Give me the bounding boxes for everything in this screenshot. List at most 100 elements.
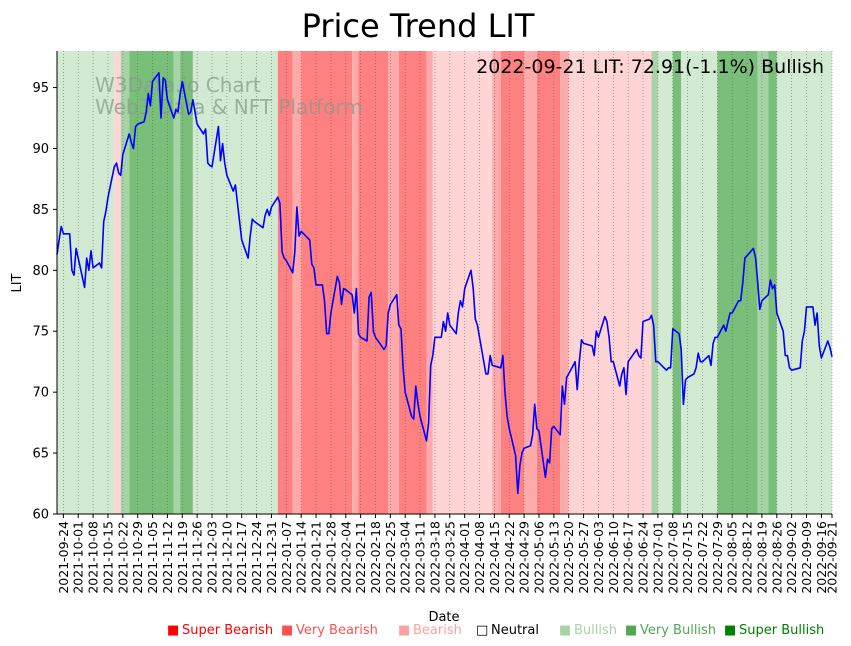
legend-item-very-bullish: ■ Very Bullish <box>625 623 716 638</box>
watermark-line-1: W3Data.io Chart <box>95 73 261 97</box>
legend-label: Neutral <box>491 623 539 638</box>
x-tick-label: 2022-08-26 <box>769 521 784 594</box>
x-tick-label: 2022-07-08 <box>665 521 680 594</box>
x-tick-label: 2022-01-14 <box>294 521 309 594</box>
sentiment-region-very-bearish <box>426 51 433 514</box>
sentiment-region-very-bearish <box>492 51 501 514</box>
x-tick-label: 2022-07-15 <box>680 521 695 594</box>
sentiment-region-very-bearish <box>524 51 537 514</box>
x-tick-label: 2022-07-01 <box>650 521 665 594</box>
sentiment-region-very-bearish <box>292 51 302 514</box>
x-tick-label: 2022-06-10 <box>606 521 621 594</box>
y-axis-label: LIT <box>10 273 25 292</box>
sentiment-region-super-bullish <box>672 51 682 514</box>
legend-label: Very Bullish <box>640 623 716 638</box>
sentiment-region-bearish <box>568 51 652 514</box>
x-tick-label: 2022-06-24 <box>636 521 651 594</box>
chart-title: Price Trend LIT <box>302 7 535 45</box>
sentiment-region-super-bullish <box>180 51 193 514</box>
x-tick-label: 2022-06-17 <box>621 521 636 594</box>
x-tick-label: 2022-05-20 <box>561 521 576 594</box>
x-tick-label: 2022-02-18 <box>368 521 383 594</box>
x-tick-label: 2022-09-21 <box>825 521 840 594</box>
y-tick-label: 70 <box>32 386 49 401</box>
x-tick-label: 2021-10-01 <box>71 521 86 594</box>
y-tick-label: 75 <box>32 325 49 340</box>
legend-marker: ■ <box>167 623 179 638</box>
legend-marker: ■ <box>281 623 293 638</box>
x-tick-label: 2021-10-29 <box>130 521 145 594</box>
sentiment-region-bearish <box>432 51 493 514</box>
x-tick-label: 2022-04-29 <box>517 521 532 594</box>
x-tick-label: 2021-12-03 <box>205 521 220 594</box>
sentiment-region-bullish <box>681 51 718 514</box>
legend-label: Super Bullish <box>739 623 824 638</box>
legend-label: Bearish <box>413 623 462 638</box>
legend-marker: □ <box>476 623 488 638</box>
x-tick-label: 2022-09-09 <box>799 521 814 594</box>
sentiment-region-super-bullish <box>129 51 174 514</box>
y-tick-label: 80 <box>32 264 49 279</box>
legend-item-super-bearish: ■ Super Bearish <box>167 623 273 638</box>
x-tick-label: 2022-05-27 <box>576 521 591 594</box>
x-tick-label: 2022-02-25 <box>383 521 398 594</box>
legend-marker: ■ <box>724 623 736 638</box>
y-tick-label: 65 <box>32 447 49 462</box>
legend-item-very-bearish: ■ Very Bearish <box>281 623 378 638</box>
x-tick-label: 2022-03-25 <box>442 521 457 594</box>
sentiment-regions <box>57 51 832 514</box>
x-tick-label: 2021-12-31 <box>264 521 279 594</box>
sentiment-region-bullish <box>776 51 832 514</box>
x-tick-label: 2022-04-15 <box>487 521 502 594</box>
x-tick-label: 2021-10-15 <box>100 521 115 594</box>
sentiment-region-bullish <box>657 51 673 514</box>
sentiment-region-very-bearish <box>388 51 399 514</box>
price-annotation: 2022-09-21 LIT: 72.91(-1.1%) Bullish <box>476 56 824 78</box>
vertical-gridlines <box>63 51 833 514</box>
x-tick-label: 2021-09-24 <box>56 521 71 594</box>
x-tick-label: 2022-02-04 <box>338 521 353 594</box>
x-ticks: 2021-09-24 2021-10-01 2021-10-08 2021-10-15… <box>56 514 840 594</box>
x-tick-label: 2022-09-16 <box>814 521 829 594</box>
sentiment-region-super-bearish <box>358 51 389 514</box>
x-tick-label: 2021-12-10 <box>219 521 234 594</box>
x-tick-label: 2022-03-04 <box>398 521 413 594</box>
sentiment-region-very-bullish <box>651 51 658 514</box>
x-tick-label: 2022-08-05 <box>725 521 740 594</box>
x-tick-label: 2022-04-22 <box>502 521 517 594</box>
x-tick-label: 2022-01-07 <box>279 521 294 594</box>
x-tick-label: 2022-09-02 <box>784 521 799 594</box>
legend-item-bearish: ■ Bearish <box>398 623 462 638</box>
legend-item-super-bullish: ■ Super Bullish <box>724 623 824 638</box>
sentiment-region-super-bullish <box>768 51 777 514</box>
x-tick-label: 2022-01-28 <box>323 521 338 594</box>
x-tick-label: 2022-07-22 <box>695 521 710 594</box>
legend-label: Very Bearish <box>296 623 378 638</box>
x-tick-label: 2021-11-26 <box>190 521 205 594</box>
x-tick-label: 2021-11-19 <box>175 521 190 594</box>
legend-marker: ■ <box>625 623 637 638</box>
y-tick-label: 60 <box>32 508 49 523</box>
legend-item-neutral: □ Neutral <box>476 623 539 638</box>
x-tick-label: 2021-10-08 <box>86 521 101 594</box>
sentiment-region-very-bullish <box>120 51 130 514</box>
price-series-line <box>56 72 833 495</box>
sentiment-region-very-bullish <box>173 51 181 514</box>
y-tick-label: 90 <box>32 142 49 157</box>
x-tick-label: 2021-12-17 <box>234 521 249 594</box>
y-ticks: 60 65 70 75 80 85 90 95 <box>32 81 57 523</box>
watermark: W3Data.io Chart Web3 Data & NFT Platform <box>95 73 363 119</box>
x-tick-label: 2022-03-11 <box>413 521 428 594</box>
x-tick-label: 2021-10-22 <box>115 521 130 594</box>
legend-marker: ■ <box>559 623 571 638</box>
x-tick-label: 2022-05-06 <box>531 521 546 594</box>
x-tick-label: 2022-05-13 <box>546 521 561 594</box>
x-axis-label: Date <box>428 610 459 625</box>
x-tick-label: 2022-01-21 <box>309 521 324 594</box>
sentiment-region-super-bearish <box>536 51 561 514</box>
x-tick-label: 2021-11-12 <box>160 521 175 594</box>
x-tick-label: 2022-04-01 <box>457 521 472 594</box>
x-tick-label: 2022-04-08 <box>472 521 487 594</box>
x-tick-label: 2022-03-18 <box>427 521 442 594</box>
